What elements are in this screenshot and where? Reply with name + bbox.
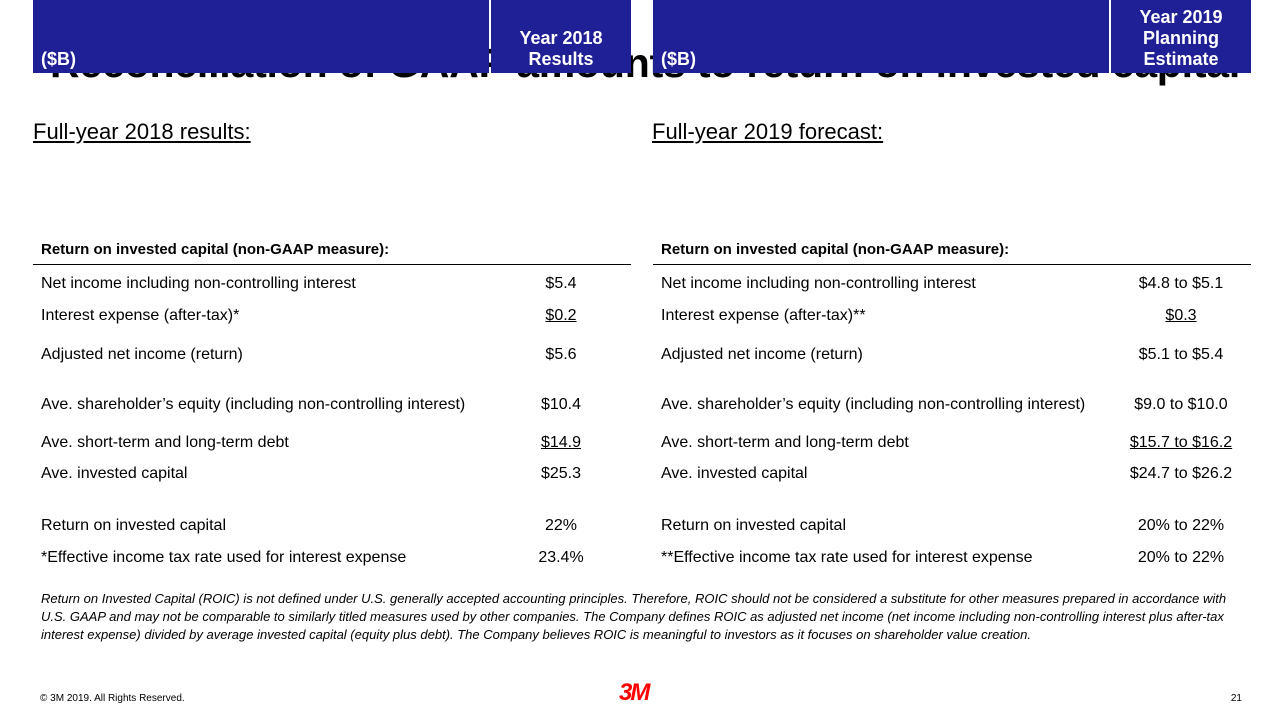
right-section-divider xyxy=(653,264,1251,265)
row-value: $5.1 to $5.4 xyxy=(1138,346,1224,363)
row-label: **Effective income tax rate used for int… xyxy=(661,549,1033,566)
row-label: Ave. shareholder’s equity (including non… xyxy=(41,396,466,413)
row-label: Return on invested capital xyxy=(41,517,226,534)
left-header-line-2: Results xyxy=(528,49,594,69)
right-header-line-3: Estimate xyxy=(1143,49,1219,69)
row-value: 22% xyxy=(544,517,578,534)
row-value: $14.9 xyxy=(540,434,582,451)
right-table-heading: Full-year 2019 forecast: xyxy=(652,119,884,144)
row-label: Adjusted net income (return) xyxy=(661,346,863,363)
row-value: $0.3 xyxy=(1165,307,1197,324)
row-value: $25.3 xyxy=(540,465,582,482)
row-value: $15.7 to $16.2 xyxy=(1129,434,1233,451)
row-value: $4.8 to $5.1 xyxy=(1138,275,1224,292)
left-row-invested-capital: Ave. invested capital $25.3 xyxy=(41,464,631,484)
row-label: Net income including non-controlling int… xyxy=(661,275,976,292)
roic-disclaimer-note: Return on Invested Capital (ROIC) is not… xyxy=(41,591,1227,643)
left-row-shareholder-equity: Ave. shareholder’s equity (including non… xyxy=(41,395,631,415)
right-section-title: Return on invested capital (non-GAAP mea… xyxy=(661,241,1010,258)
right-row-tax-rate: **Effective income tax rate used for int… xyxy=(661,548,1251,568)
left-row-tax-rate: *Effective income tax rate used for inte… xyxy=(41,548,631,568)
row-label: *Effective income tax rate used for inte… xyxy=(41,549,407,566)
row-value: $5.4 xyxy=(545,275,577,292)
right-unit-label: ($B) xyxy=(661,49,696,69)
page-number: 21 xyxy=(1230,693,1242,704)
left-unit-label: ($B) xyxy=(41,49,76,69)
left-table-heading: Full-year 2018 results: xyxy=(33,119,251,144)
right-row-interest-expense: Interest expense (after-tax)** $0.3 xyxy=(661,306,1251,326)
row-label: Ave. shareholder’s equity (including non… xyxy=(661,396,1086,413)
left-row-debt: Ave. short-term and long-term debt $14.9 xyxy=(41,433,631,453)
left-section-title: Return on invested capital (non-GAAP mea… xyxy=(41,241,390,258)
row-label: Net income including non-controlling int… xyxy=(41,275,356,292)
left-row-interest-expense: Interest expense (after-tax)* $0.2 xyxy=(41,306,631,326)
3m-logo: 3M xyxy=(619,679,650,706)
row-value: $0.2 xyxy=(545,307,577,324)
left-row-net-income: Net income including non-controlling int… xyxy=(41,274,631,294)
right-header-line-1: Year 2019 xyxy=(1139,7,1223,27)
row-label: Ave. invested capital xyxy=(661,465,808,482)
row-value: $5.6 xyxy=(545,346,577,363)
left-header-unit-cell: ($B) xyxy=(33,0,489,73)
left-row-adjusted-net-income: Adjusted net income (return) $5.6 xyxy=(41,345,631,365)
row-label: Interest expense (after-tax)* xyxy=(41,307,240,324)
row-value: 23.4% xyxy=(538,549,584,566)
right-row-debt: Ave. short-term and long-term debt $15.7… xyxy=(661,433,1251,453)
row-label: Ave. short-term and long-term debt xyxy=(661,434,909,451)
right-header-unit-cell: ($B) xyxy=(653,0,1109,73)
copyright-text: © 3M 2019. All Rights Reserved. xyxy=(40,693,185,704)
left-section-divider xyxy=(33,264,631,265)
row-value: 20% to 22% xyxy=(1137,517,1225,534)
row-label: Return on invested capital xyxy=(661,517,846,534)
row-label: Interest expense (after-tax)** xyxy=(661,307,866,324)
right-header-year-cell: Year 2019 Planning Estimate xyxy=(1111,0,1251,73)
row-value: 20% to 22% xyxy=(1137,549,1225,566)
row-label: Ave. invested capital xyxy=(41,465,188,482)
right-header-line-2: Planning xyxy=(1143,28,1219,48)
left-row-roic: Return on invested capital 22% xyxy=(41,516,631,536)
row-value: $10.4 xyxy=(540,396,582,413)
left-header-year-cell: Year 2018 Results xyxy=(491,0,631,73)
right-row-invested-capital: Ave. invested capital $24.7 to $26.2 xyxy=(661,464,1251,484)
left-header-line-1: Year 2018 xyxy=(519,28,603,48)
row-label: Adjusted net income (return) xyxy=(41,346,243,363)
row-value: $24.7 to $26.2 xyxy=(1129,465,1233,482)
row-value: $9.0 to $10.0 xyxy=(1134,396,1228,413)
right-row-net-income: Net income including non-controlling int… xyxy=(661,274,1251,294)
right-row-shareholder-equity: Ave. shareholder’s equity (including non… xyxy=(661,395,1251,415)
row-label: Ave. short-term and long-term debt xyxy=(41,434,289,451)
right-row-adjusted-net-income: Adjusted net income (return) $5.1 to $5.… xyxy=(661,345,1251,365)
right-row-roic: Return on invested capital 20% to 22% xyxy=(661,516,1251,536)
